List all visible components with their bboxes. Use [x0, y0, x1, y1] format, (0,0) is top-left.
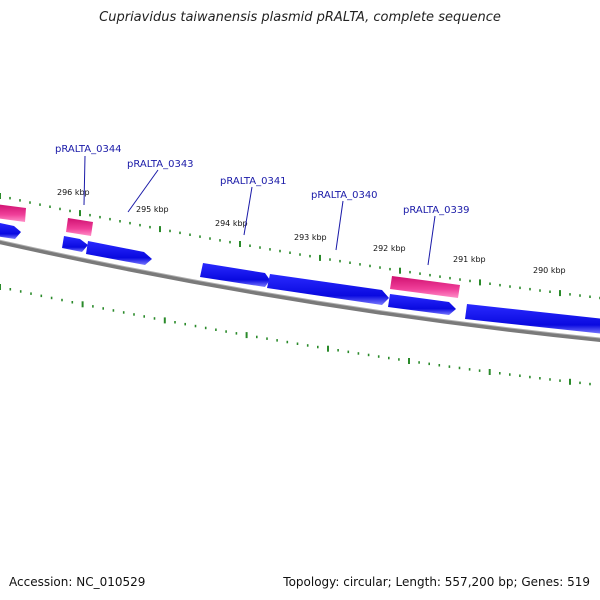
- topology-text: Topology: circular; Length: 557,200 bp; …: [283, 575, 590, 589]
- accession-text: Accession: NC_010529: [9, 575, 146, 589]
- cds-feature-pralta-0341[interactable]: [200, 263, 270, 287]
- leader-line-pralta-0344: [83, 155, 86, 206]
- inner-tick-ring: [0, 284, 591, 386]
- cds-feature[interactable]: [465, 304, 600, 334]
- tick-label-291: 291 kbp: [453, 255, 486, 264]
- tick-label-294: 294 kbp: [215, 219, 248, 228]
- gene-label-pralta-0343[interactable]: pRALTA_0343: [127, 159, 194, 170]
- gene-label-pralta-0339[interactable]: pRALTA_0339: [403, 205, 470, 216]
- gene-label-pralta-0340[interactable]: pRALTA_0340: [311, 190, 378, 201]
- outer-tick-ring: [0, 193, 600, 300]
- leader-line-pralta-0343: [127, 169, 159, 213]
- tick-label-292: 292 kbp: [373, 244, 406, 253]
- tick-label-295: 295 kbp: [136, 205, 169, 214]
- cds-feature-pralta-0339[interactable]: [388, 294, 456, 315]
- plasmid-backbone: [0, 240, 600, 342]
- cds-feature[interactable]: [0, 222, 21, 239]
- plasmid-backbone-highlight: [0, 239, 600, 339]
- gene-label-pralta-0341[interactable]: pRALTA_0341: [220, 176, 287, 187]
- tick-label-290: 290 kbp: [533, 266, 566, 275]
- tick-label-296: 296 kbp: [57, 188, 90, 197]
- map-title: Cupriavidus taiwanensis plasmid pRALTA, …: [99, 10, 501, 25]
- leader-line-pralta-0341: [243, 186, 253, 236]
- leader-line-pralta-0340: [335, 200, 344, 251]
- cds-feature-pralta-0343[interactable]: [86, 241, 152, 265]
- gene-label-pralta-0344[interactable]: pRALTA_0344: [55, 144, 122, 155]
- leader-line-pralta-0339: [427, 215, 436, 266]
- rna-feature[interactable]: [0, 204, 26, 222]
- cds-feature-pralta-0344[interactable]: [62, 236, 88, 252]
- rna-feature-pralta-0339[interactable]: [390, 276, 460, 298]
- tick-label-293: 293 kbp: [294, 233, 327, 242]
- rna-feature-pralta-0344[interactable]: [66, 218, 93, 236]
- cds-feature-pralta-0340[interactable]: [267, 274, 389, 305]
